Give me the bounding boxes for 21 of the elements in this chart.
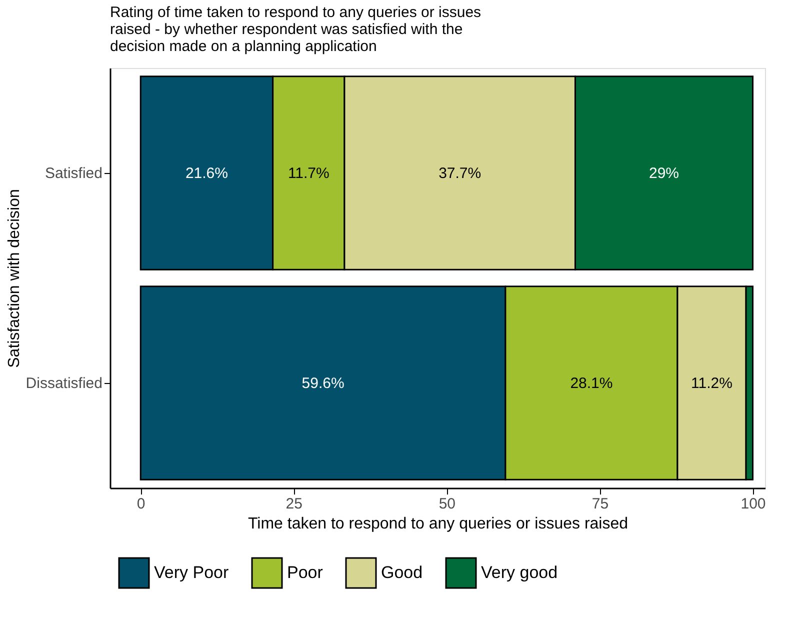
x-tick-label: 50 [438,496,456,512]
x-tick-label: 100 [740,496,766,512]
y-tick-label: Satisfied [44,165,102,182]
data-label: 59.6% [302,375,344,392]
chart-title: Rating of time taken to respond to any queries or issues raised - by whether respondent was satisfied with the decision made on a planning application [110,4,482,55]
x-tick-label: 0 [136,496,146,512]
data-label: 28.1% [570,375,613,392]
x-axis-title: Time taken to respond to any queries or issues raised [248,516,628,532]
x-tick-label: 25 [286,496,302,512]
data-label: 11.7% [288,165,330,182]
legend-label: Poor [287,563,324,582]
legend-label: Very Poor [154,563,229,582]
data-label: 37.7% [438,165,482,182]
data-label: 21.6% [185,165,228,182]
y-axis-title: Satisfaction with decision [6,189,23,368]
x-tick-label: 75 [592,496,609,512]
y-tick-label: Dissatisfied [26,375,102,392]
data-label: 29% [648,165,680,182]
data-label: 11.2% [691,375,732,392]
legend-label: Good [381,563,423,582]
legend-label: Very good [481,563,558,582]
